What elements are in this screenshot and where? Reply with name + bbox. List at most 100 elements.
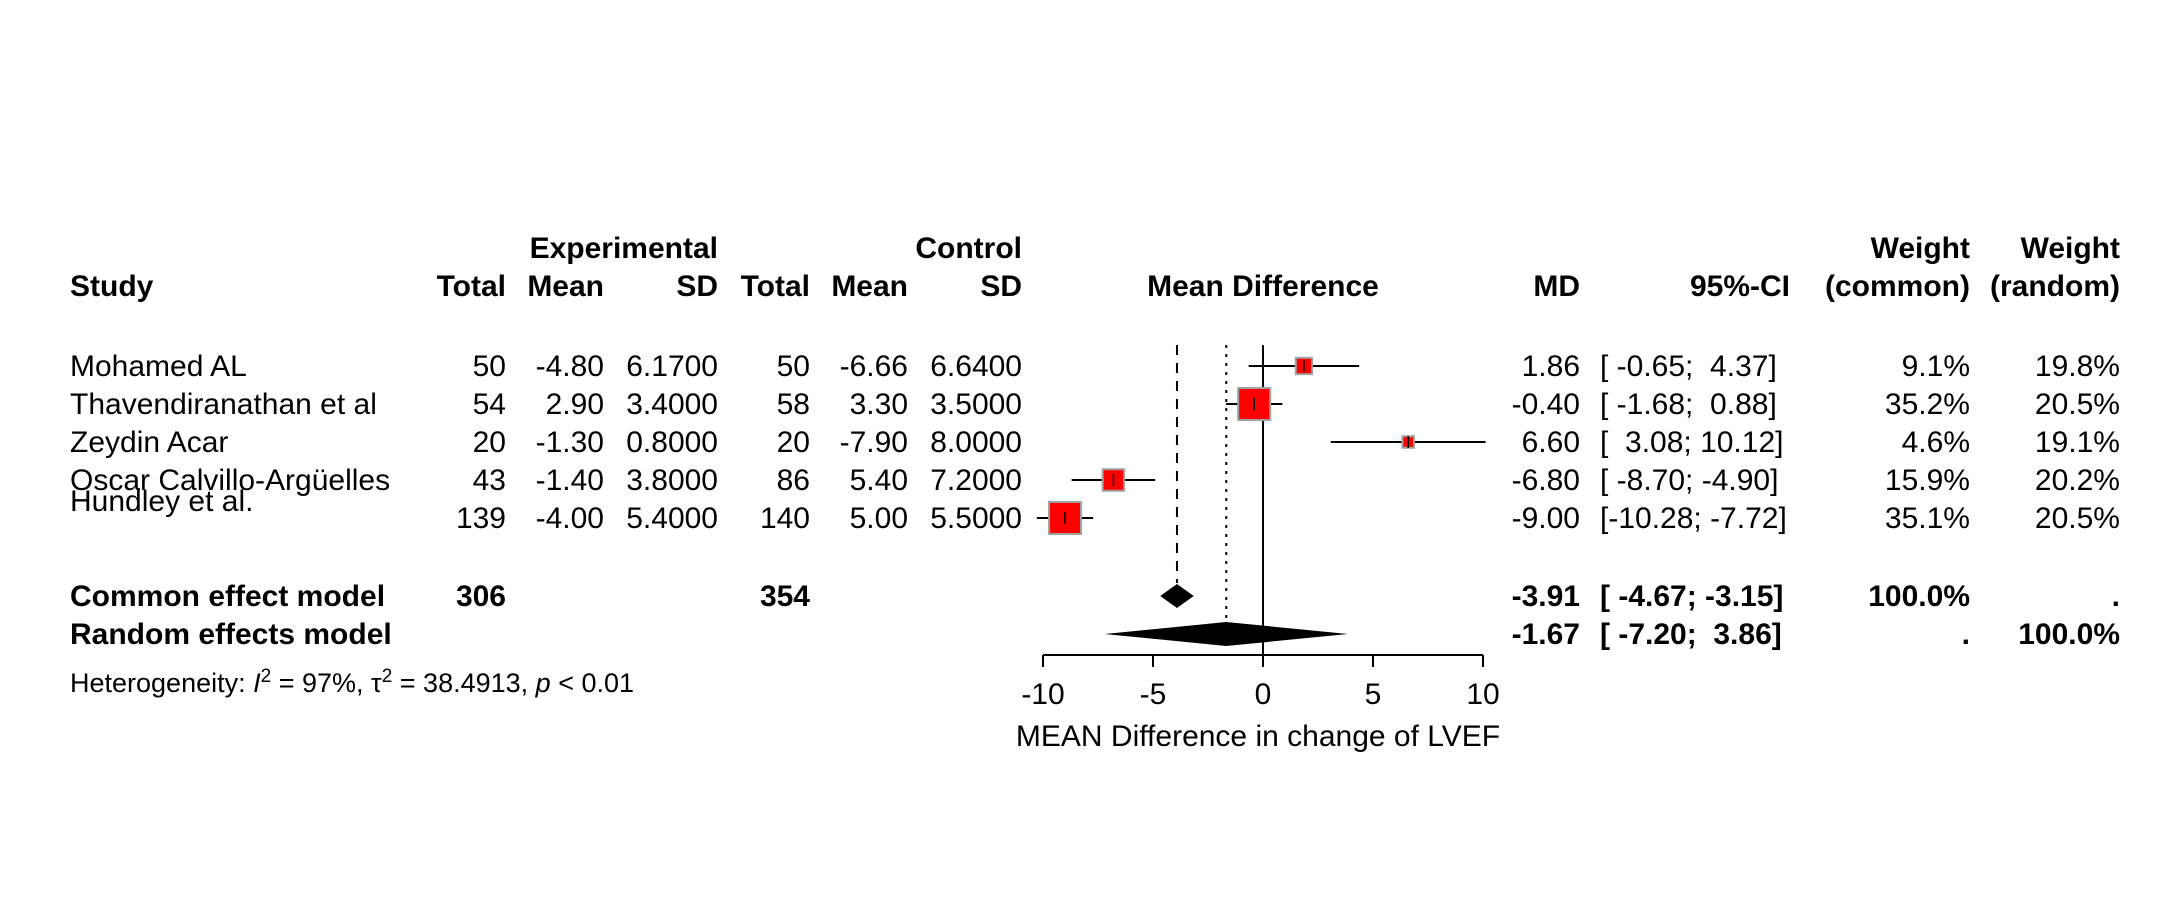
study-w-random: 19.8%	[2034, 350, 2120, 383]
study-c-mean: -7.90	[839, 426, 908, 459]
study-c-sd: 7.2000	[930, 464, 1022, 497]
control-sd-header: SD	[980, 270, 1022, 303]
weight-common-header-top: Weight	[1870, 232, 1970, 265]
x-axis-tick-label: 10	[1466, 678, 1499, 711]
random-effects-weight-random: 100.0%	[2018, 618, 2120, 651]
mean-difference-header: Mean Difference	[1147, 270, 1379, 303]
x-axis-tick-label: -10	[1021, 678, 1064, 711]
experimental-group-header: Experimental	[529, 232, 718, 265]
study-w-common: 35.1%	[1884, 502, 1970, 535]
tau2-symbol: τ	[371, 668, 382, 698]
random-effects-label: Random effects model	[70, 618, 392, 651]
ci-header: 95%-CI	[1689, 270, 1790, 303]
study-e-mean: 2.90	[545, 388, 604, 421]
study-w-common: 15.9%	[1884, 464, 1970, 497]
study-e-sd: 6.1700	[626, 350, 718, 383]
random-effects-md: -1.67	[1511, 618, 1580, 651]
x-axis-tick-label: -5	[1140, 678, 1167, 711]
study-w-common: 4.6%	[1901, 426, 1970, 459]
study-e-mean: -1.30	[535, 426, 604, 459]
common-effect-ci: [ -4.67; -3.15]	[1600, 580, 1784, 613]
weight-random-header: (random)	[1990, 270, 2120, 303]
study-c-mean: 5.00	[849, 502, 908, 535]
study-c-sd: 8.0000	[930, 426, 1022, 459]
study-ci: [-10.28; -7.72]	[1600, 502, 1787, 535]
study-e-mean: -4.80	[535, 350, 604, 383]
study-column-header: Study	[70, 270, 154, 303]
study-ci: [ -0.65; 4.37]	[1600, 350, 1777, 383]
study-w-common: 35.2%	[1884, 388, 1970, 421]
study-w-random: 19.1%	[2034, 426, 2120, 459]
x-axis-tick-label: 0	[1255, 678, 1272, 711]
common-effect-md: -3.91	[1511, 580, 1580, 613]
study-name: Hundley et al.	[70, 485, 254, 518]
study-c-mean: 5.40	[849, 464, 908, 497]
common-effect-control-total: 354	[759, 580, 810, 613]
study-c-total: 140	[759, 502, 810, 535]
study-e-sd: 0.8000	[626, 426, 718, 459]
common-effect-diamond	[1160, 584, 1194, 608]
study-e-total: 50	[472, 350, 506, 383]
study-c-total: 20	[776, 426, 810, 459]
study-e-total: 54	[472, 388, 506, 421]
study-md: -0.40	[1511, 388, 1580, 421]
i2-value: = 97%,	[271, 668, 372, 698]
study-c-total: 58	[776, 388, 810, 421]
weight-random-header-top: Weight	[2020, 232, 2120, 265]
random-effects-diamond	[1104, 622, 1348, 646]
study-md: -6.80	[1511, 464, 1580, 497]
study-c-total: 50	[776, 350, 810, 383]
study-w-random: 20.5%	[2034, 388, 2120, 421]
study-w-random: 20.2%	[2034, 464, 2120, 497]
study-md: -9.00	[1511, 502, 1580, 535]
p-value: < 0.01	[550, 668, 635, 698]
study-e-sd: 3.4000	[626, 388, 718, 421]
i2-symbol: I	[253, 668, 261, 698]
heterogeneity-statistics: Heterogeneity: I2 = 97%, τ2 = 38.4913, p…	[70, 660, 634, 700]
study-c-sd: 5.5000	[930, 502, 1022, 535]
common-effect-label: Common effect model	[70, 580, 386, 613]
md-header: MD	[1533, 270, 1580, 303]
weight-common-header: (common)	[1825, 270, 1970, 303]
study-e-mean: -1.40	[535, 464, 604, 497]
study-c-mean: -6.66	[839, 350, 908, 383]
study-e-total: 20	[472, 426, 506, 459]
tau2-superscript: 2	[381, 666, 393, 687]
study-w-common: 9.1%	[1901, 350, 1970, 383]
study-e-total: 139	[455, 502, 506, 535]
study-ci: [ -1.68; 0.88]	[1600, 388, 1777, 421]
study-e-sd: 5.4000	[626, 502, 718, 535]
random-effects-ci: [ -7.20; 3.86]	[1600, 618, 1782, 651]
study-e-total: 43	[472, 464, 506, 497]
p-symbol: p	[535, 668, 551, 698]
study-name: Mohamed AL	[70, 350, 247, 383]
experimental-total-header: Total	[436, 270, 506, 303]
common-effect-weight-common: 100.0%	[1868, 580, 1970, 613]
study-c-total: 86	[776, 464, 810, 497]
i2-superscript: 2	[260, 666, 272, 687]
study-e-mean: -4.00	[535, 502, 604, 535]
control-total-header: Total	[740, 270, 810, 303]
study-ci: [ -8.70; -4.90]	[1600, 464, 1779, 497]
study-w-random: 20.5%	[2034, 502, 2120, 535]
random-effects-weight-common: .	[1961, 618, 1970, 651]
tau2-value: = 38.4913,	[392, 668, 536, 698]
control-mean-header: Mean	[831, 270, 908, 303]
study-c-sd: 3.5000	[930, 388, 1022, 421]
heterogeneity-prefix: Heterogeneity:	[70, 668, 254, 698]
common-effect-weight-random: .	[2111, 580, 2120, 613]
study-c-sd: 6.6400	[930, 350, 1022, 383]
study-e-sd: 3.8000	[626, 464, 718, 497]
study-md: 6.60	[1521, 426, 1580, 459]
study-c-mean: 3.30	[849, 388, 908, 421]
experimental-sd-header: SD	[676, 270, 718, 303]
x-axis-label: MEAN Difference in change of LVEF	[1016, 720, 1500, 753]
study-name: Thavendiranathan et al	[70, 388, 377, 421]
common-effect-experimental-total: 306	[455, 580, 506, 613]
study-name: Zeydin Acar	[70, 426, 229, 459]
study-md: 1.86	[1521, 350, 1580, 383]
x-axis-tick-label: 5	[1365, 678, 1382, 711]
study-name: Oscar Calvillo-Argüelles	[70, 464, 391, 497]
study-ci: [ 3.08; 10.12]	[1600, 426, 1784, 459]
